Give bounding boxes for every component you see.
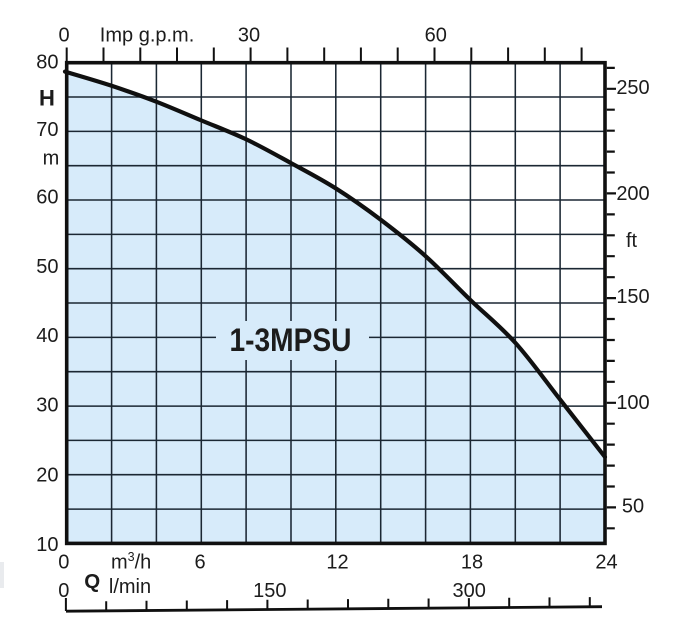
svg-text:6: 6: [194, 551, 205, 573]
svg-text:30: 30: [36, 395, 58, 417]
svg-text:60: 60: [36, 187, 58, 209]
svg-text:70: 70: [36, 119, 58, 141]
svg-text:30: 30: [238, 24, 260, 46]
svg-text:250: 250: [616, 77, 649, 99]
svg-text:60: 60: [425, 24, 447, 46]
svg-text:l/min: l/min: [109, 576, 151, 598]
svg-text:Q: Q: [84, 570, 100, 593]
svg-text:24: 24: [595, 551, 617, 573]
svg-text:m3/h: m3/h: [111, 550, 151, 574]
svg-text:100: 100: [616, 392, 649, 414]
svg-text:150: 150: [253, 580, 286, 602]
svg-text:0: 0: [58, 24, 69, 46]
svg-text:20: 20: [36, 464, 58, 486]
svg-text:50: 50: [622, 496, 644, 518]
svg-text:18: 18: [461, 551, 483, 573]
svg-text:12: 12: [326, 551, 348, 573]
svg-text:10: 10: [36, 534, 58, 556]
svg-text:200: 200: [616, 183, 649, 205]
svg-text:150: 150: [616, 286, 649, 308]
svg-text:1-3MPSU: 1-3MPSU: [230, 322, 352, 358]
svg-text:0: 0: [58, 580, 69, 602]
svg-text:m: m: [43, 147, 60, 169]
svg-text:0: 0: [58, 551, 69, 573]
svg-text:80: 80: [36, 52, 58, 74]
svg-text:ft: ft: [626, 230, 638, 252]
svg-text:300: 300: [453, 580, 486, 602]
svg-text:H: H: [39, 85, 55, 110]
svg-text:40: 40: [36, 325, 58, 347]
svg-text:Imp g.p.m.: Imp g.p.m.: [100, 24, 194, 46]
svg-text:50: 50: [36, 256, 58, 278]
